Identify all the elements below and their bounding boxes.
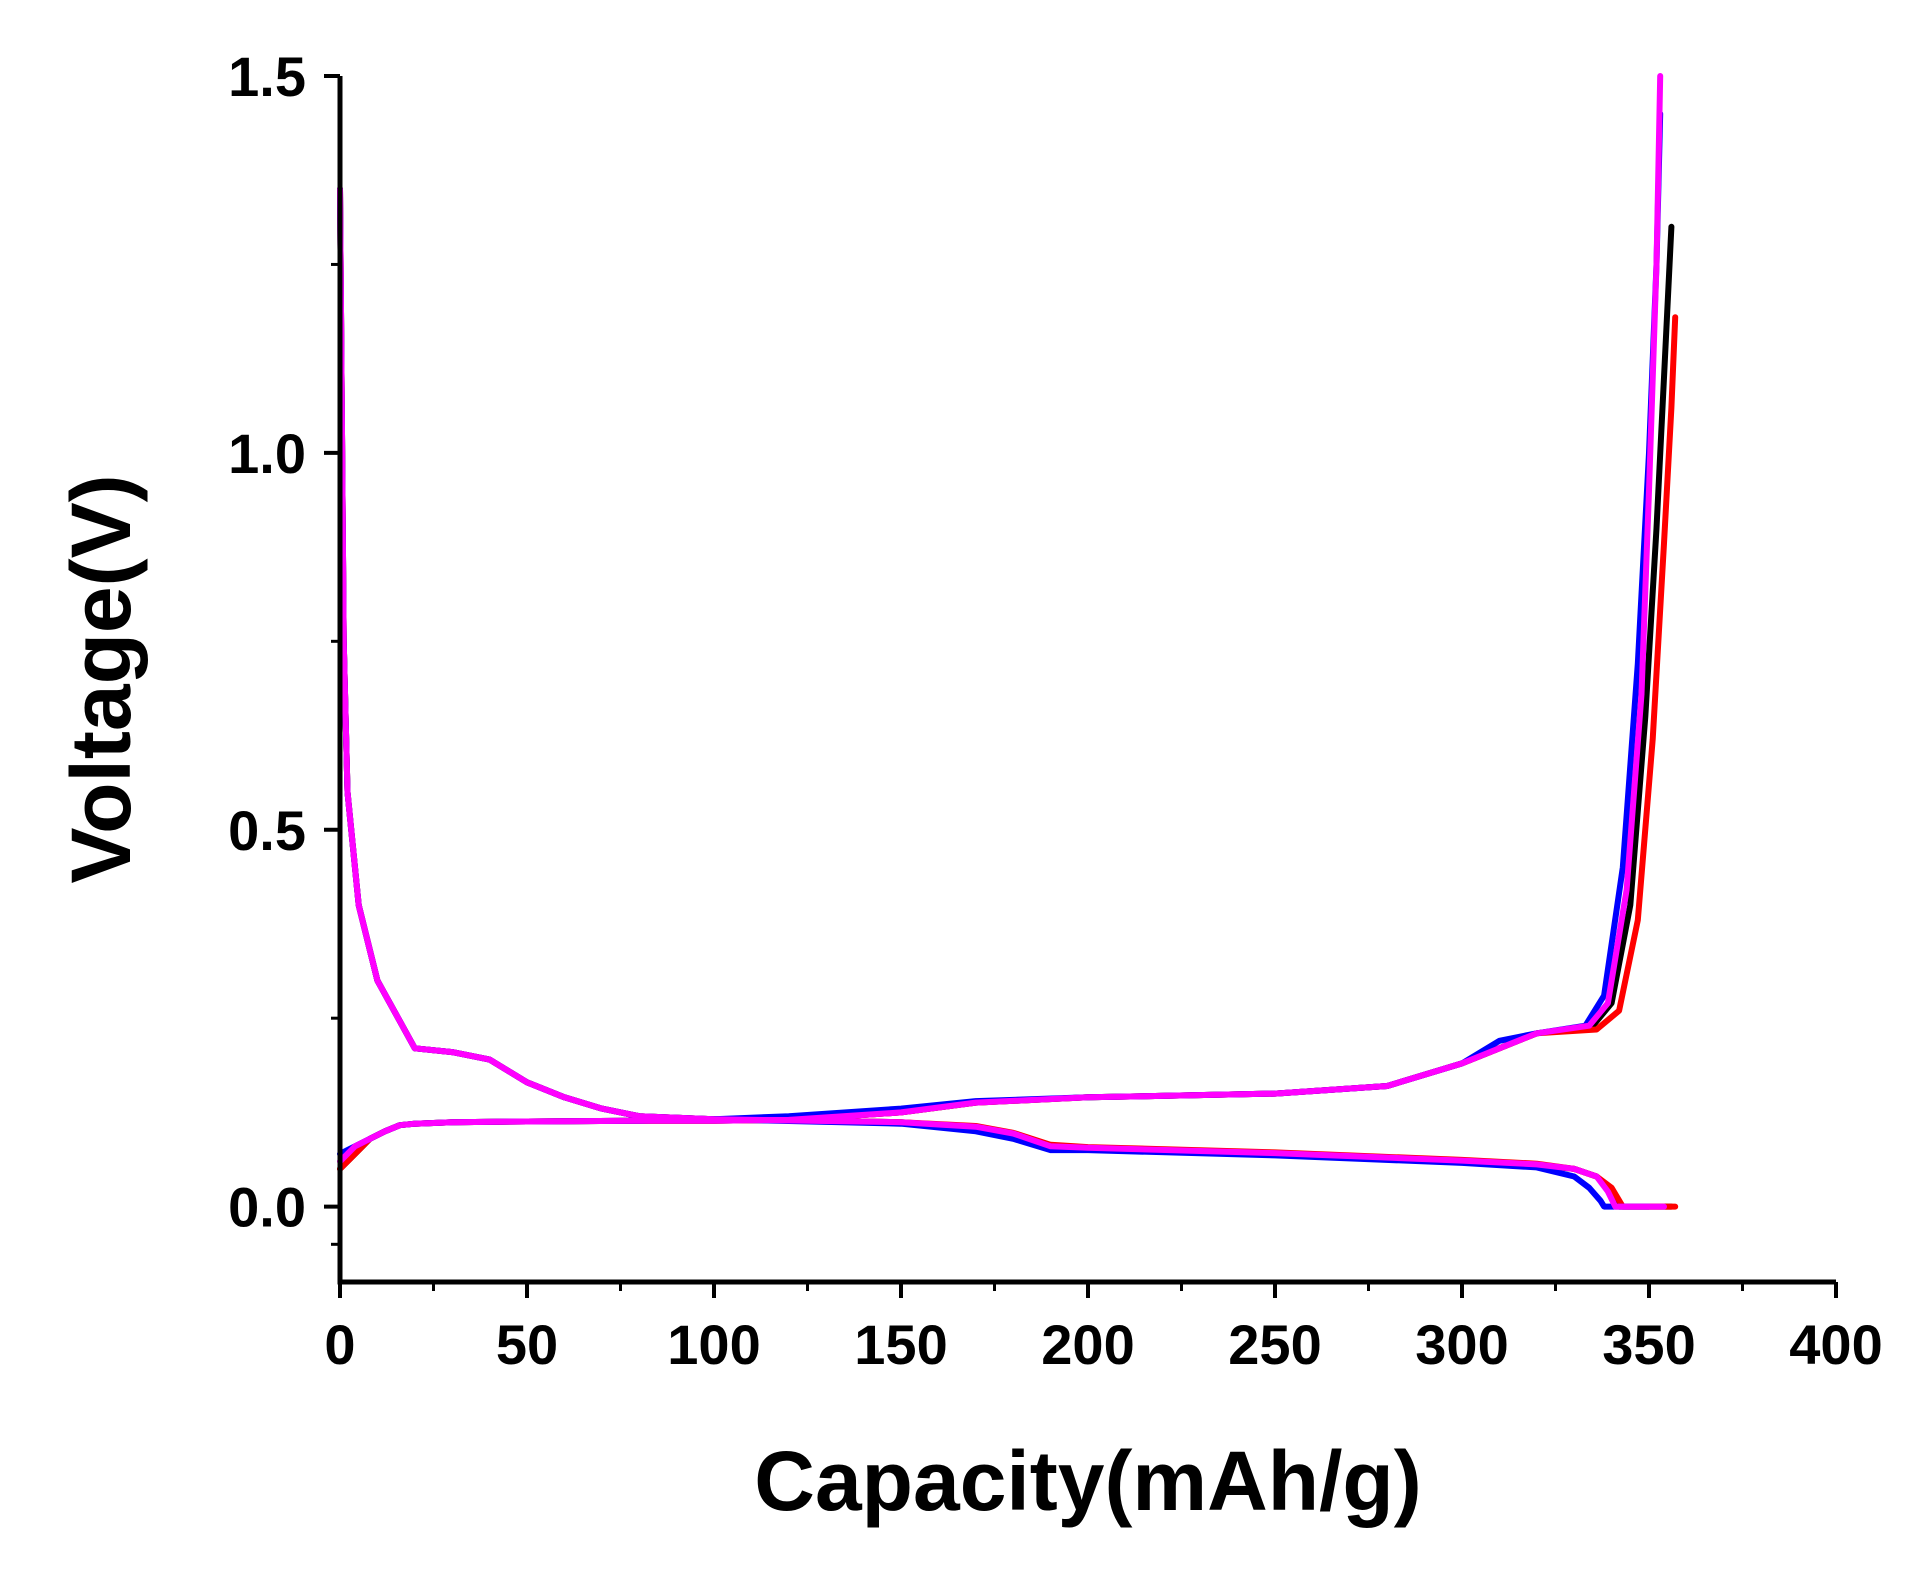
x-tick-label: 150 [854,1313,947,1376]
x-tick-label: 250 [1228,1313,1321,1376]
plot-lines [337,73,1679,1210]
y-axis-title: Voltage(V) [54,474,148,883]
x-tick-label: 400 [1789,1313,1882,1376]
x-axis-title: Capacity(mAh/g) [754,1434,1421,1528]
x-tick-label: 50 [496,1313,558,1376]
x-tick-label: 350 [1602,1313,1695,1376]
x-tick-label: 300 [1415,1313,1508,1376]
x-axis-ticks: 0 50 100 150 200 250 300 350 400 [324,1282,1883,1376]
series-4-curve-1 [337,73,1664,1165]
series-4-curve-2 [337,186,1667,1210]
y-tick-label: 1.5 [228,45,306,108]
x-tick-label: 0 [324,1313,355,1376]
y-tick-label: 0.0 [228,1176,306,1239]
x-tick-label: 100 [667,1313,760,1376]
x-tick-label: 200 [1041,1313,1134,1376]
y-axis-ticks: 0.0 0.5 1.0 1.5 [228,45,340,1246]
y-tick-label: 1.0 [228,422,306,485]
y-tick-label: 0.5 [228,799,306,862]
